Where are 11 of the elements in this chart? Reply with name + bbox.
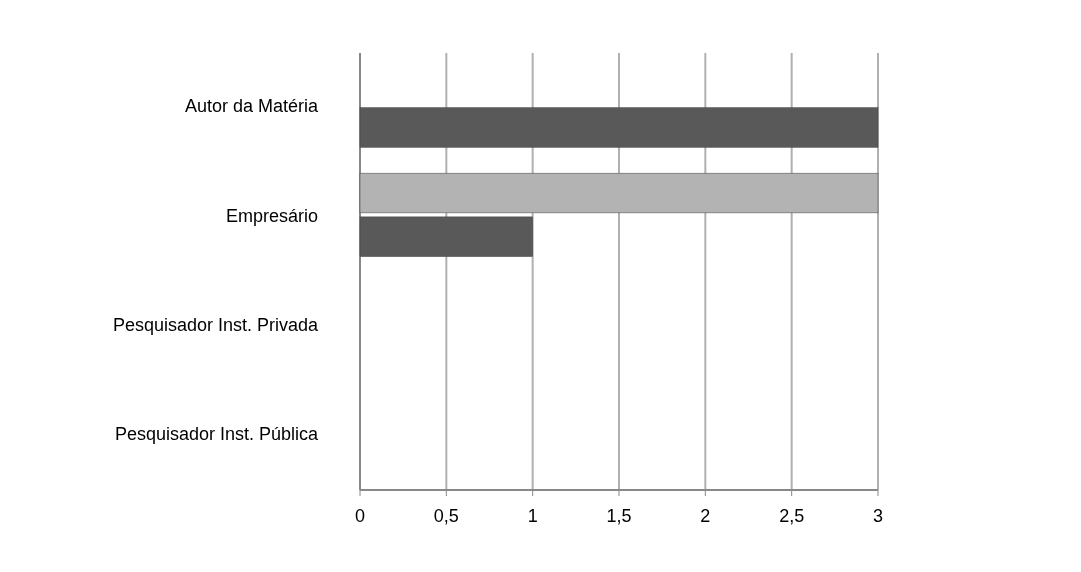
x-tick-label: 2,5 (779, 506, 805, 526)
y-tick-label: Empresário (225, 205, 318, 226)
y-tick-label: Pesquisador Inst. Pública (114, 424, 319, 445)
y-tick-label: Pesquisador Inst. Privada (112, 314, 319, 335)
x-tick-label: 1,5 (606, 506, 632, 526)
x-tick-label: 2 (700, 506, 711, 526)
x-tick-label: 0,5 (433, 506, 459, 526)
x-tick-label: 3 (872, 506, 884, 526)
y-tick-label: Autor da Matéria (184, 96, 319, 117)
x-tick-label: 0 (354, 506, 366, 526)
x-tick-label: 1 (527, 506, 538, 526)
